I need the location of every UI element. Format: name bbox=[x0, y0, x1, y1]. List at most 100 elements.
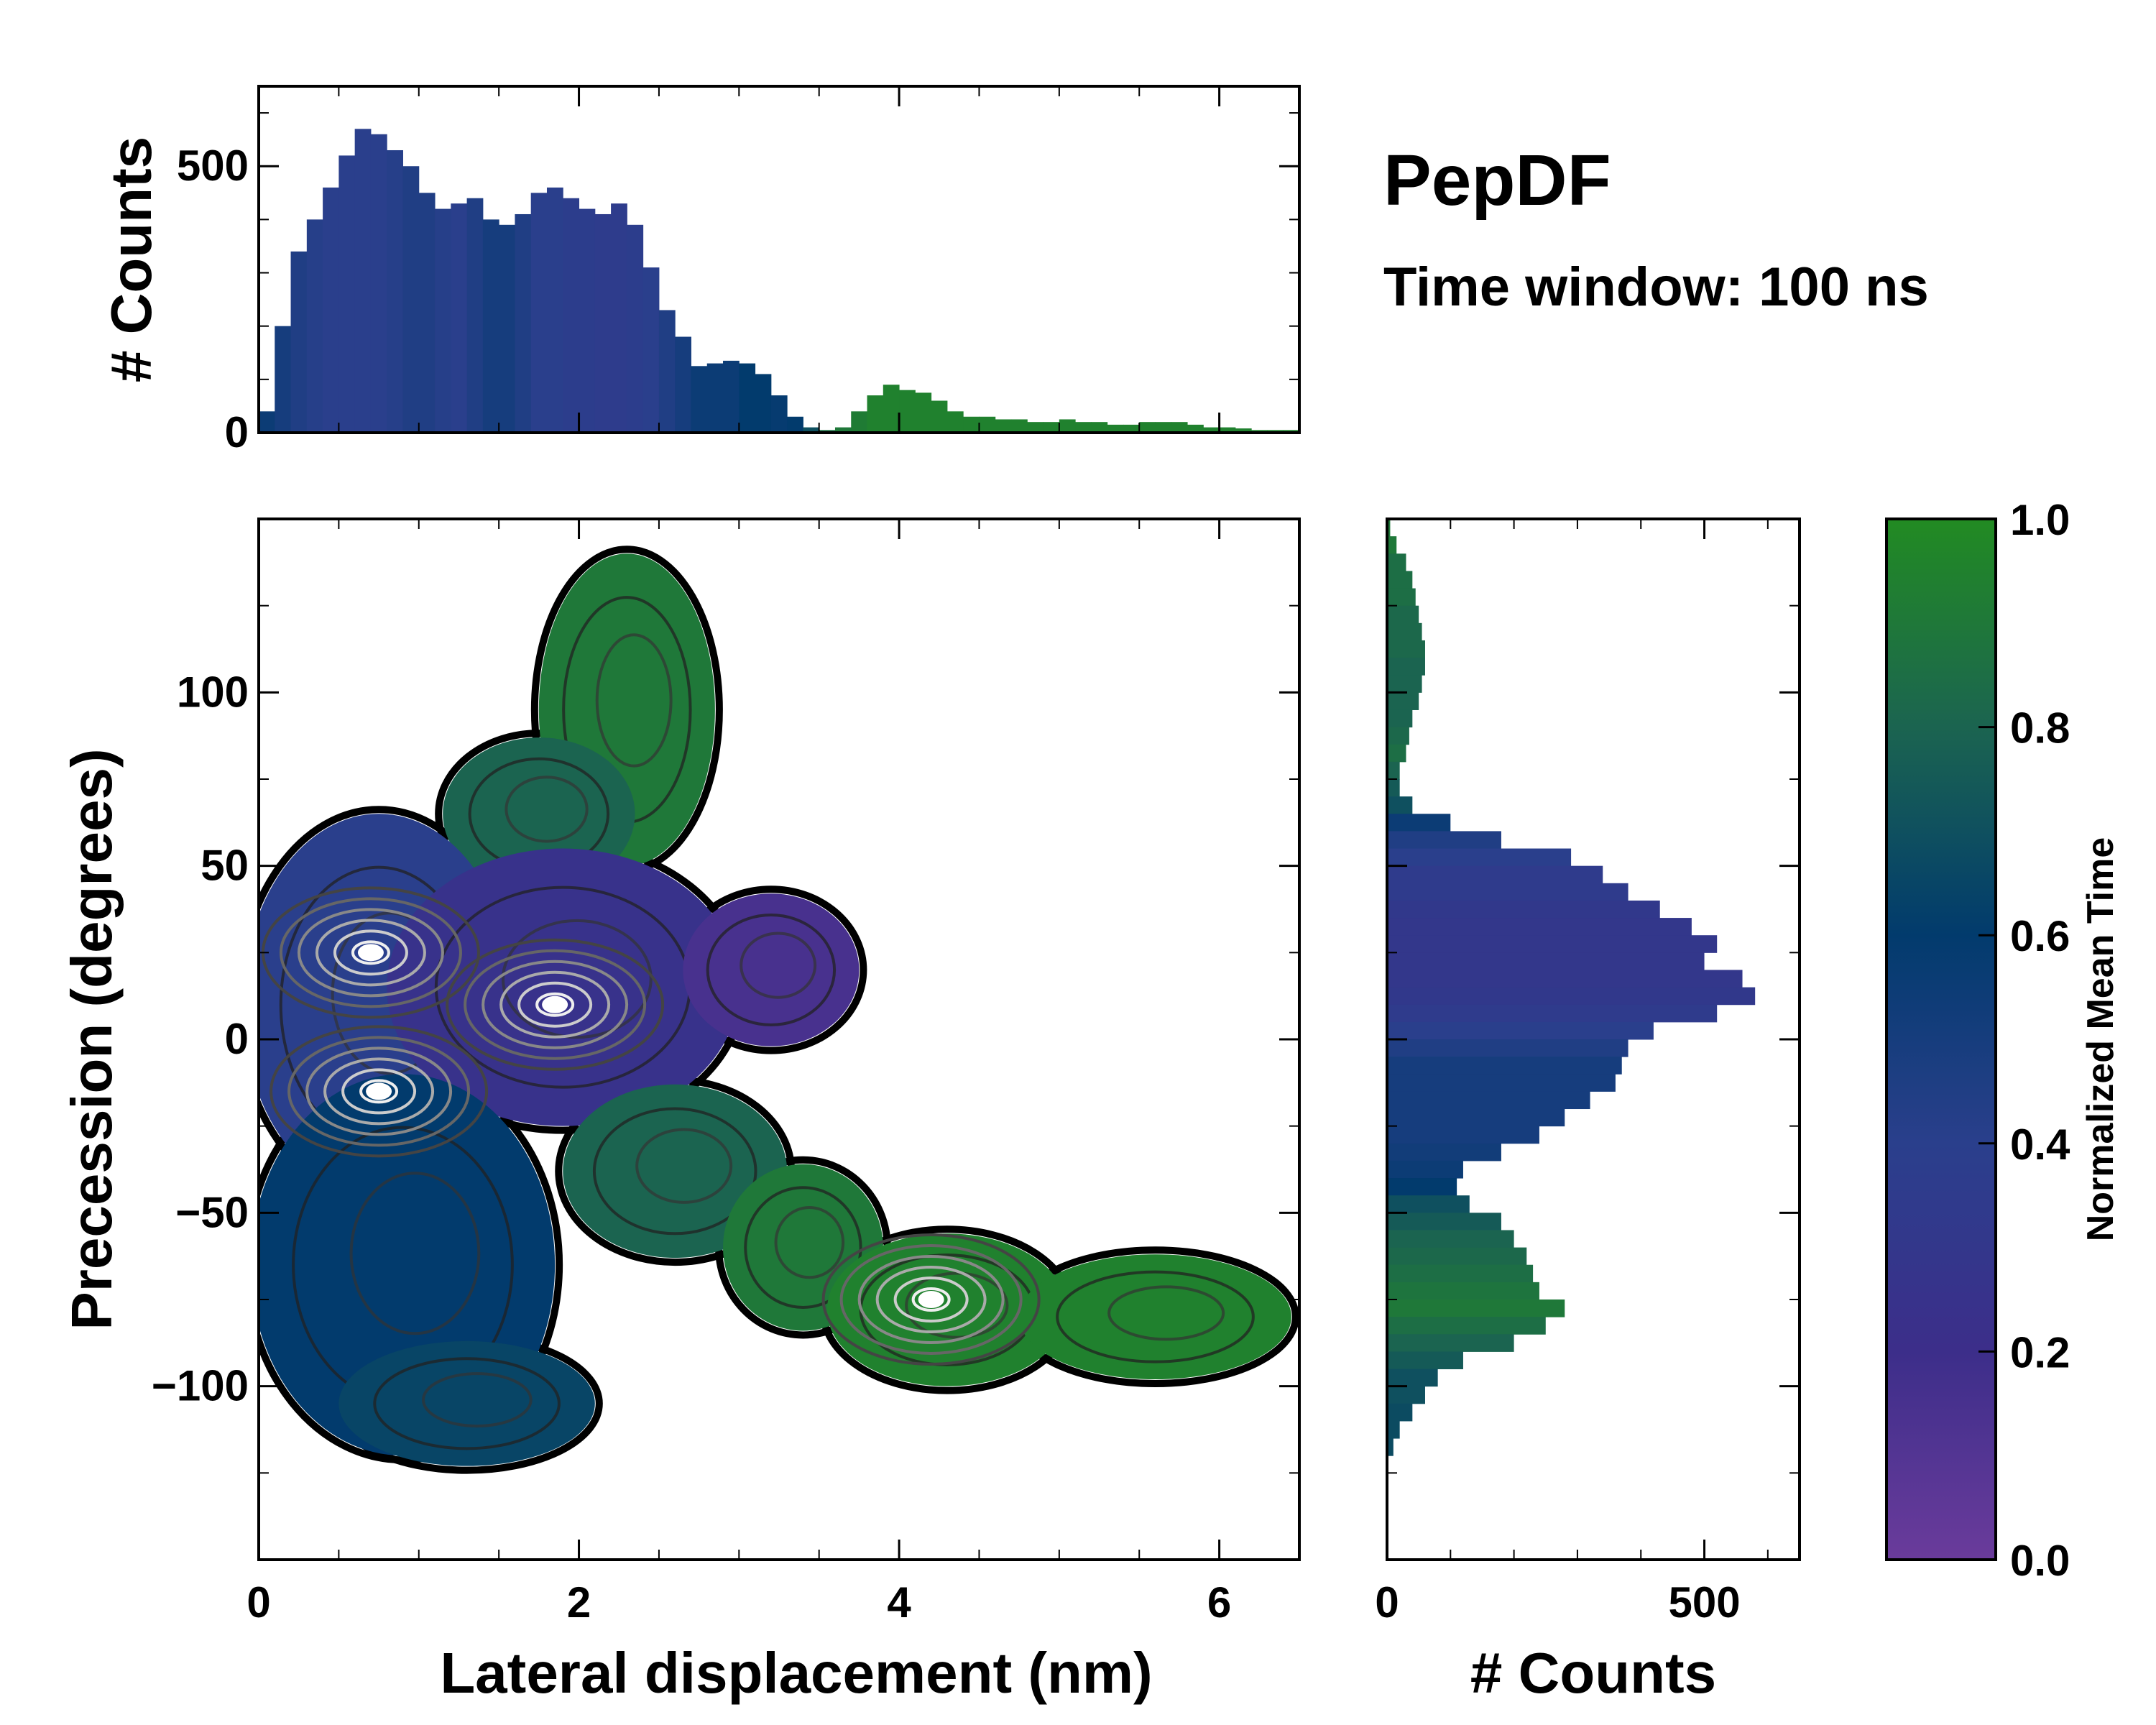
density-contour bbox=[446, 938, 665, 1071]
top-hist-bar bbox=[883, 385, 900, 433]
right-hist-bar bbox=[1387, 1004, 1718, 1023]
density-peak-core bbox=[542, 995, 568, 1013]
right-xtick-label: 500 bbox=[1668, 1578, 1740, 1627]
top-hist-bar bbox=[306, 219, 323, 433]
region-contour bbox=[774, 1205, 845, 1279]
density-peak-core bbox=[366, 1082, 392, 1100]
region-contour bbox=[373, 1357, 561, 1450]
right-histogram-bars bbox=[1387, 519, 1756, 1456]
right-hist-bar bbox=[1387, 1264, 1534, 1283]
density-contour bbox=[535, 992, 575, 1017]
region-contour bbox=[706, 914, 837, 1026]
density-contour bbox=[482, 960, 629, 1049]
top-hist-bar bbox=[466, 198, 484, 433]
region-contour bbox=[635, 1128, 733, 1204]
right-hist-bar bbox=[1387, 1195, 1470, 1213]
top-hist-bar bbox=[275, 326, 292, 433]
top-hist-bar bbox=[1187, 424, 1204, 433]
right-hist-bar bbox=[1387, 1039, 1628, 1057]
top-hist-bar bbox=[931, 400, 948, 433]
right-hist-bar bbox=[1387, 831, 1501, 850]
right-hist-bar bbox=[1387, 692, 1419, 710]
right-hist-bar bbox=[1387, 640, 1425, 658]
density-contour bbox=[857, 1255, 1005, 1344]
right-hist-bar bbox=[1387, 1420, 1400, 1439]
top-hist-bar bbox=[963, 416, 980, 433]
right-hist-bar bbox=[1387, 1317, 1546, 1335]
right-hist-bar bbox=[1387, 1213, 1501, 1230]
right-hist-bar bbox=[1387, 536, 1397, 554]
right-hist-bar bbox=[1387, 553, 1406, 571]
density-contour bbox=[517, 981, 593, 1028]
main-xtick-label: 6 bbox=[1207, 1578, 1231, 1627]
right-hist-bar bbox=[1387, 796, 1413, 814]
colorbar-label: Normalized Mean Time bbox=[2080, 837, 2122, 1242]
top-hist-bar bbox=[691, 366, 708, 433]
colorbar-tick-label: 0.4 bbox=[2010, 1121, 2070, 1169]
top-hist-bar bbox=[834, 427, 852, 433]
density-contour bbox=[333, 929, 408, 976]
right-hist-bar bbox=[1387, 588, 1416, 607]
top-hist-bar bbox=[1107, 424, 1124, 433]
right-hist-bar bbox=[1387, 1282, 1539, 1300]
right-hist-bar bbox=[1387, 519, 1391, 537]
colorbar-tick-label: 1.0 bbox=[2010, 496, 2070, 544]
top-hist-bar bbox=[675, 336, 691, 433]
right-hist-bar bbox=[1387, 709, 1413, 728]
region-fill bbox=[387, 848, 740, 1126]
top-hist-bar bbox=[1171, 422, 1188, 433]
density-contour bbox=[297, 908, 444, 998]
heatmap-regions bbox=[259, 546, 1299, 1474]
main-xtick-label: 0 bbox=[247, 1578, 270, 1627]
density-contour bbox=[305, 1046, 453, 1136]
top-hist-bar bbox=[642, 267, 660, 433]
top-hist-bar bbox=[995, 419, 1012, 433]
region-contour bbox=[905, 1271, 1009, 1339]
colorbar: 0.0 0.2 0.4 0.6 0.8 1.0 Normalized Mean Time bbox=[1885, 496, 2122, 1585]
top-hist-bar bbox=[370, 134, 387, 433]
right-hist-bar bbox=[1387, 987, 1756, 1006]
main-heatmap: 0 2 4 6 −100 −50 0 50 100 Lateral displacement (… bbox=[60, 518, 1301, 1705]
top-hist-bar bbox=[627, 224, 644, 433]
top-hist-bar bbox=[1235, 428, 1252, 433]
colorbar-tick-label: 0.8 bbox=[2010, 704, 2070, 753]
top-hist-bar bbox=[563, 198, 580, 433]
right-histogram-xlabel: # Counts bbox=[1470, 1641, 1716, 1705]
density-contour bbox=[911, 1287, 951, 1312]
top-hist-bar bbox=[739, 363, 756, 433]
density-peak-core bbox=[918, 1291, 944, 1308]
top-hist-bar bbox=[1219, 427, 1236, 433]
top-hist-bar bbox=[435, 208, 451, 433]
chart-subtitle: Time window: 100 ns bbox=[1383, 257, 1929, 318]
top-hist-bar bbox=[323, 187, 339, 433]
top-hist-bar bbox=[787, 416, 803, 433]
top-hist-bar bbox=[755, 374, 772, 433]
right-hist-bar bbox=[1387, 1108, 1565, 1127]
main-ticks: 0 2 4 6 −100 −50 0 50 100 bbox=[152, 519, 1299, 1627]
top-histogram-ticks: 0 500 bbox=[177, 86, 1300, 456]
right-hist-bar bbox=[1387, 952, 1705, 970]
top-ytick-label: 0 bbox=[225, 408, 249, 456]
chart-title: PepDF bbox=[1383, 140, 1611, 221]
top-hist-bar bbox=[530, 193, 548, 433]
right-hist-bar bbox=[1387, 605, 1419, 624]
region-fill bbox=[683, 893, 860, 1046]
region-contour bbox=[422, 1372, 533, 1428]
top-hist-bar bbox=[1123, 424, 1140, 433]
right-hist-bar bbox=[1387, 970, 1743, 988]
region-contour bbox=[501, 919, 653, 1039]
density-contour bbox=[464, 949, 647, 1060]
right-hist-bar bbox=[1387, 1143, 1501, 1162]
right-hist-bar bbox=[1387, 814, 1451, 832]
top-hist-bar bbox=[611, 203, 627, 433]
top-hist-bar bbox=[259, 411, 275, 433]
density-peaks bbox=[261, 886, 1041, 1366]
region-contour bbox=[1056, 1270, 1255, 1363]
main-xtick-label: 2 bbox=[567, 1578, 591, 1627]
colorbar-tick-label: 0.0 bbox=[2010, 1537, 2070, 1585]
top-hist-bar bbox=[515, 213, 532, 433]
right-hist-bar bbox=[1387, 658, 1425, 676]
right-hist-bar bbox=[1387, 1057, 1622, 1075]
density-contour bbox=[315, 919, 426, 987]
